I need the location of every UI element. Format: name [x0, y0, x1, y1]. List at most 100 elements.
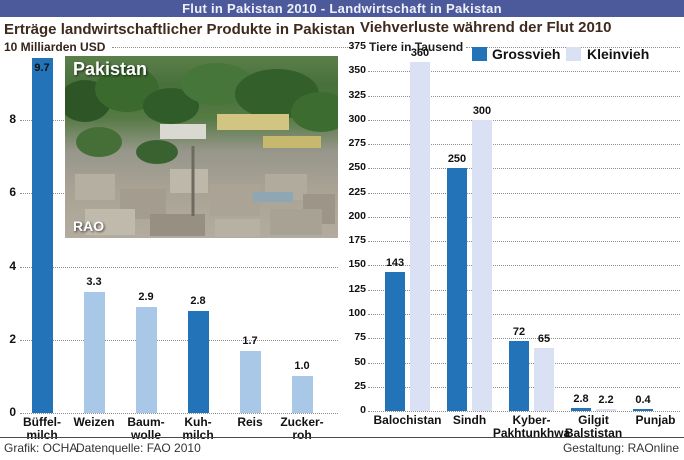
category-label: Kyber- Pakhtunkhwa — [477, 414, 587, 440]
grid-line — [368, 216, 680, 218]
grid-line — [20, 339, 338, 341]
bar — [571, 408, 591, 411]
left-chart-axis-label: 10 Milliarden USD — [4, 40, 106, 54]
pakistan-photo: Pakistan RAO — [65, 56, 338, 238]
credit-design: Gestaltung: RAOnline — [562, 441, 679, 455]
right-chart-axis-label: Tiere in Tausend — [369, 40, 464, 54]
y-tick-label: 150 — [348, 258, 366, 271]
grid-line — [368, 265, 680, 267]
y-tick-label: 50 — [354, 355, 366, 368]
category-label-line: Gilgit — [578, 413, 609, 427]
bar-value-label: 1.7 — [242, 335, 258, 347]
left-chart-title: Erträge landwirtschaftlicher Produkte in… — [4, 21, 355, 38]
bar — [596, 409, 616, 411]
category-label: Kuh-milch — [163, 416, 233, 442]
y-tick-label: 375 — [348, 40, 366, 52]
bar — [633, 409, 653, 411]
category-label-line: wolle — [130, 428, 161, 442]
bar-value-label: 250 — [447, 153, 467, 165]
photo-region-label: Pakistan — [73, 59, 148, 79]
category-label-line: Balstistan — [564, 426, 623, 440]
bar — [509, 341, 529, 411]
category-label: Balochistan — [353, 414, 463, 427]
grid-line — [368, 411, 680, 412]
y-tick-label: 175 — [348, 234, 366, 247]
category-label-line: Kyber- — [512, 413, 551, 427]
category-label-line: Zucker- — [280, 415, 324, 429]
category-label: Baum-wolle — [111, 416, 181, 442]
legend-label-grossvieh: Grossvieh — [492, 46, 561, 62]
credit-source: Datenquelle: FAO 2010 — [76, 441, 201, 455]
category-label-line: Baum- — [127, 415, 165, 429]
category-label-line: Kuh- — [184, 415, 212, 429]
y-tick-label: 200 — [348, 209, 366, 222]
grid-line — [20, 413, 338, 414]
category-label-line: Balochistan — [373, 413, 442, 427]
category-label-line: milch — [182, 428, 214, 442]
grid-line — [20, 266, 338, 268]
bar-value-label: 9.7 — [34, 62, 50, 74]
bar — [291, 376, 313, 413]
y-tick-label: 2 — [9, 331, 16, 346]
category-label-line: Sindh — [452, 413, 487, 427]
bar — [410, 62, 430, 411]
grid-line — [368, 71, 680, 73]
category-label: Reis — [215, 416, 285, 429]
category-label-line: milch — [26, 428, 58, 442]
bar — [385, 272, 405, 411]
y-tick-label: 125 — [348, 282, 366, 295]
photo-illustration — [65, 63, 338, 237]
bar — [135, 307, 157, 413]
legend-label-kleinvieh: Kleinvieh — [587, 46, 650, 62]
grid-line — [368, 338, 680, 340]
photo-watermark: RAO — [73, 218, 105, 234]
category-label: Punjab — [601, 414, 684, 427]
category-label: Gilgit Balstistan — [539, 414, 649, 440]
bar-value-label: 2.2 — [598, 394, 614, 406]
bar-value-label: 2.8 — [573, 393, 589, 405]
grid-line — [368, 119, 680, 121]
category-label: Sindh — [415, 414, 525, 427]
grid-line — [368, 95, 680, 97]
bar-value-label: 2.8 — [190, 295, 206, 307]
bar — [534, 348, 554, 411]
bar — [31, 58, 53, 413]
y-tick-label: 100 — [348, 306, 366, 319]
bar — [83, 292, 105, 413]
y-tick-label: 250 — [348, 161, 366, 174]
y-tick-label: 325 — [348, 88, 366, 101]
bar-value-label: 0.4 — [635, 394, 651, 406]
legend-swatch-grossvieh — [472, 47, 487, 61]
grid-line — [368, 241, 680, 243]
grid-line — [112, 47, 352, 48]
grid-line — [368, 144, 680, 146]
y-tick-label: 300 — [348, 112, 366, 125]
grid-line — [368, 168, 680, 170]
y-tick-label: 75 — [354, 331, 366, 344]
grid-line — [368, 289, 680, 291]
bar-value-label: 143 — [385, 257, 405, 269]
bar-value-label: 1.0 — [294, 360, 310, 372]
page-title: Flut in Pakistan 2010 - Landwirtschaft i… — [182, 1, 502, 16]
bar-value-label: 3.3 — [86, 276, 102, 288]
credit-graphic: Grafik: OCHA — [4, 441, 78, 455]
category-label-line: roh — [292, 428, 312, 442]
category-label: Zucker-roh — [267, 416, 337, 442]
bar — [239, 351, 261, 413]
grid-line — [368, 313, 680, 315]
header-bar: Flut in Pakistan 2010 - Landwirtschaft i… — [0, 0, 684, 17]
bar-value-label: 65 — [537, 333, 551, 345]
category-label-line: Weizen — [73, 415, 115, 429]
bar-value-label: 72 — [512, 326, 526, 338]
category-label: Weizen — [59, 416, 129, 429]
y-tick-label: 275 — [348, 137, 366, 150]
bar — [472, 120, 492, 411]
category-label-line: Punjab — [635, 413, 676, 427]
bar-value-label: 300 — [472, 105, 492, 117]
category-label-line: Pakhtunkhwa — [492, 426, 571, 440]
category-label: Büffel-milch — [7, 416, 77, 442]
category-label-line: Reis — [237, 415, 263, 429]
